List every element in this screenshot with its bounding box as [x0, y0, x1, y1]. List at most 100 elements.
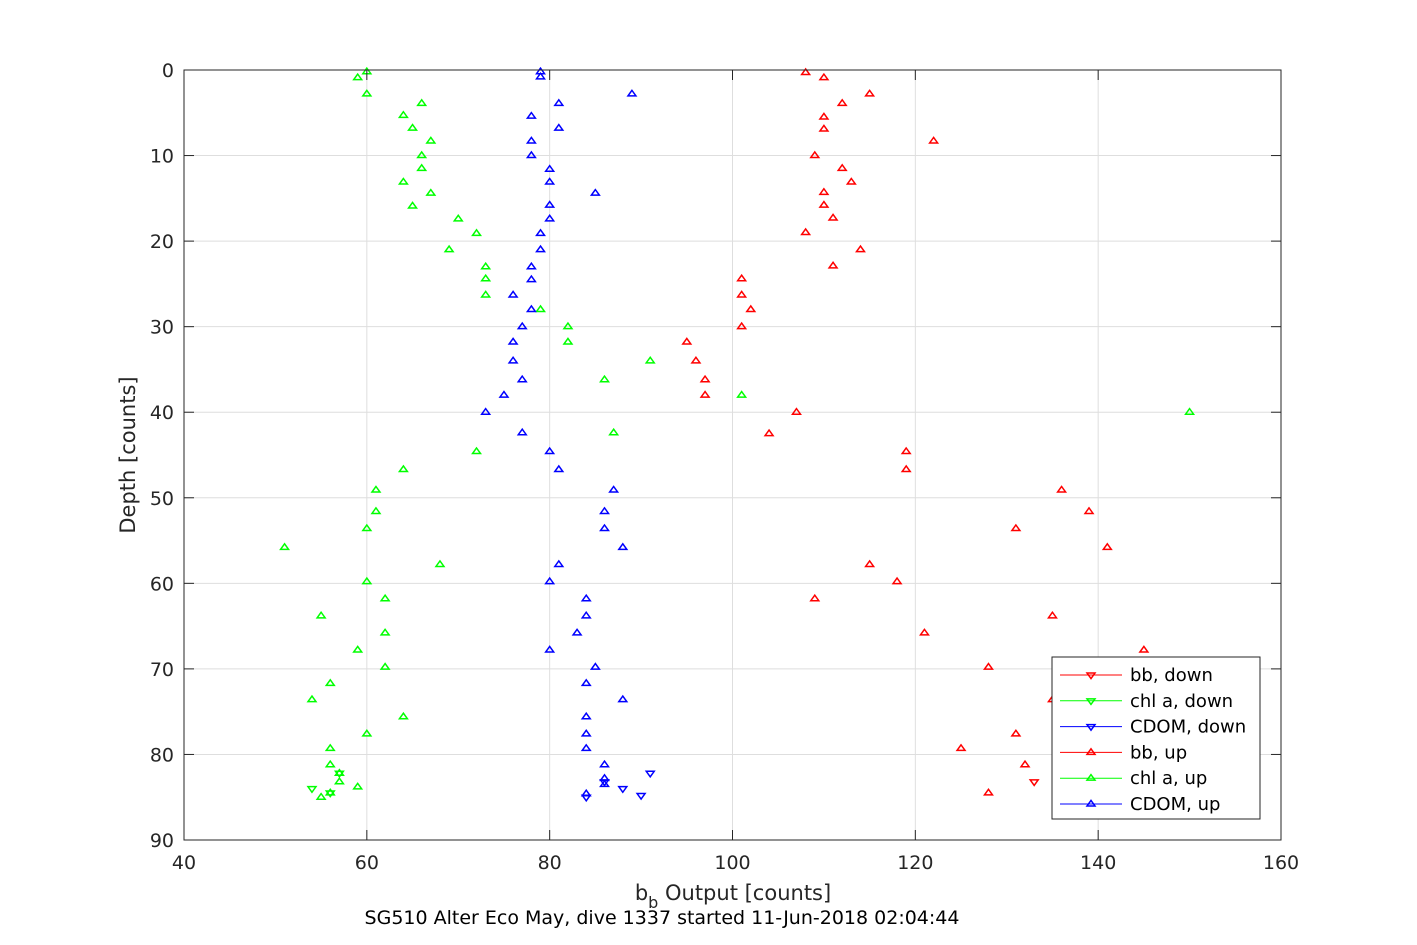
data-point [855, 244, 866, 253]
data-point [498, 390, 510, 398]
data-point [690, 356, 702, 364]
data-point [800, 227, 812, 236]
data-point [416, 150, 428, 159]
data-point [315, 610, 327, 619]
data-point [818, 124, 830, 132]
data-point [1028, 779, 1040, 787]
data-point [836, 163, 848, 172]
x-tick-label: 120 [897, 852, 933, 874]
x-tick-label: 60 [355, 852, 379, 874]
data-point [544, 164, 556, 172]
legend-marker [1085, 799, 1097, 807]
data-point [443, 244, 455, 253]
x-tick-label: 140 [1080, 852, 1116, 874]
data-point [1101, 542, 1113, 551]
axis-ticks: 40 60 80 100 120 140 160 0 10 20 30 40 50 60 70 80 90 [150, 60, 1299, 874]
data-point [333, 776, 345, 785]
data-point [452, 213, 464, 222]
data-point [425, 136, 437, 144]
data-point [397, 464, 409, 473]
data-point [900, 464, 912, 473]
x-tick-label: 100 [714, 852, 750, 874]
legend-label: chl a, down [1130, 691, 1233, 712]
legend-label: CDOM, up [1130, 794, 1220, 815]
series-chl-a-down [306, 770, 345, 798]
data-point [1019, 759, 1031, 768]
legend-item: bb, down [1060, 665, 1213, 686]
legend: bb, down chl a, down CDOM, down bb, up chl a… [1051, 656, 1261, 820]
x-axis-label-main: b [635, 881, 648, 905]
data-point [1010, 729, 1022, 737]
data-point [983, 662, 994, 670]
data-point [736, 390, 748, 398]
data-point [434, 559, 446, 568]
data-point [397, 110, 409, 119]
x-axis-label-subscript: b [648, 893, 658, 912]
legend-label: CDOM, down [1130, 717, 1246, 738]
data-point [535, 71, 546, 80]
data-point [535, 244, 546, 253]
series-cdom-up [480, 66, 638, 797]
legend-label: bb, down [1130, 665, 1213, 686]
x-tick-label: 40 [172, 852, 196, 874]
data-point [955, 743, 967, 752]
data-point [544, 576, 556, 585]
y-axis-label: Depth [counts] [116, 376, 140, 533]
legend-item: bb, up [1060, 742, 1187, 763]
legend-item: chl a, down [1060, 691, 1233, 712]
data-point [324, 743, 336, 752]
legend-item: CDOM, down [1060, 717, 1246, 738]
data-point [626, 89, 638, 97]
data-point [544, 446, 556, 455]
data-point [589, 662, 601, 670]
data-point [617, 542, 629, 551]
data-point [562, 321, 574, 330]
legend-marker [1085, 723, 1097, 732]
data-point [535, 304, 546, 313]
legend-marker [1085, 672, 1097, 680]
data-point [407, 123, 419, 131]
grid-lines [184, 70, 1281, 840]
data-point [745, 304, 757, 313]
figure-caption: SG510 Alter Eco May, dive 1337 started 1… [365, 907, 960, 929]
legend-marker [1085, 773, 1097, 781]
data-point [416, 98, 428, 107]
data-point [891, 576, 903, 585]
data-point [571, 628, 583, 636]
data-point [836, 98, 848, 107]
legend-label: chl a, up [1130, 768, 1207, 789]
data-point [1184, 407, 1196, 415]
data-point [599, 759, 610, 768]
y-tick-label: 0 [162, 60, 174, 82]
data-point [315, 792, 327, 800]
data-point [370, 485, 382, 493]
data-point [635, 792, 647, 801]
data-point [352, 72, 364, 81]
data-point [983, 788, 994, 796]
data-point [562, 337, 574, 345]
data-point [599, 374, 610, 383]
data-point [1083, 506, 1095, 515]
data-point [736, 273, 748, 282]
data-point [471, 446, 482, 455]
data-point [864, 89, 876, 97]
data-point [361, 729, 373, 737]
data-point [516, 321, 528, 330]
data-point [736, 290, 748, 298]
data-point [580, 593, 592, 602]
data-point [397, 711, 409, 720]
data-point [480, 290, 492, 298]
data-point [1010, 523, 1022, 532]
data-point [580, 610, 592, 619]
data-point [800, 67, 812, 76]
data-point [544, 200, 556, 208]
data-point [361, 89, 373, 97]
y-tick-label: 40 [150, 402, 174, 424]
data-point [928, 136, 940, 144]
data-point [333, 770, 345, 779]
data-markers [279, 66, 1196, 803]
data-point [1056, 485, 1068, 493]
y-tick-label: 50 [150, 488, 174, 510]
legend-item: CDOM, up [1060, 794, 1220, 815]
